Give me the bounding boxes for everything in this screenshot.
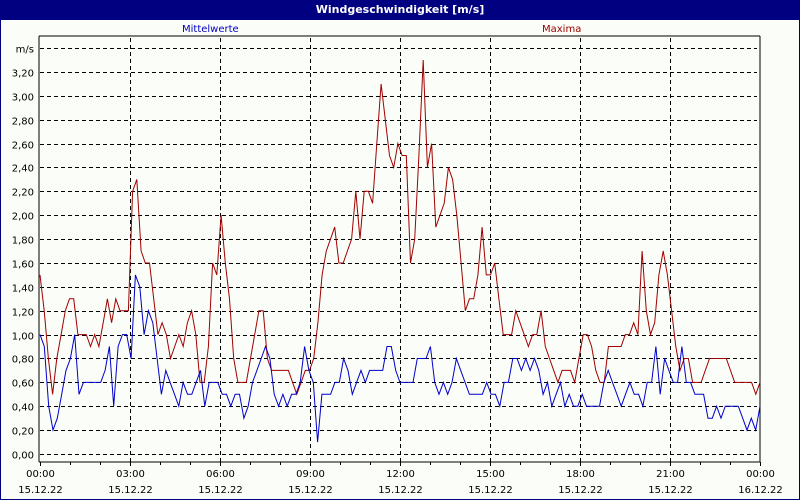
chart-title: Windgeschwindigkeit [m/s] (0, 0, 800, 20)
svg-text:m/s: m/s (16, 45, 34, 56)
svg-text:09:00: 09:00 (296, 469, 325, 480)
series-maxima-line (39, 59, 761, 396)
svg-text:15:00: 15:00 (476, 469, 505, 480)
svg-text:0,20: 0,20 (12, 427, 34, 438)
series-mittelwerte-line (39, 274, 761, 443)
svg-text:16.12.22: 16.12.22 (738, 485, 783, 496)
svg-text:2,60: 2,60 (12, 141, 34, 152)
svg-text:03:00: 03:00 (116, 469, 145, 480)
svg-text:00:00: 00:00 (26, 469, 55, 480)
svg-text:15.12.22: 15.12.22 (108, 485, 153, 496)
svg-text:21:00: 21:00 (656, 469, 685, 480)
svg-text:0,80: 0,80 (12, 355, 34, 366)
grid-lines (40, 38, 757, 462)
svg-text:2,40: 2,40 (12, 164, 34, 175)
svg-text:2,80: 2,80 (12, 117, 34, 128)
x-axis-labels: 00:00 15.12.22 03:00 15.12.22 06:00 15.12.22 0… (18, 469, 783, 496)
svg-text:3,20: 3,20 (12, 69, 34, 80)
axes (38, 35, 761, 466)
svg-text:12:00: 12:00 (386, 469, 415, 480)
svg-text:15.12.22: 15.12.22 (198, 485, 243, 496)
svg-text:1,80: 1,80 (12, 236, 34, 247)
svg-text:3,00: 3,00 (12, 93, 34, 104)
svg-text:1,60: 1,60 (12, 260, 34, 271)
svg-text:0,60: 0,60 (12, 379, 34, 390)
svg-text:15.12.22: 15.12.22 (378, 485, 423, 496)
svg-text:15.12.22: 15.12.22 (558, 485, 603, 496)
legend-maxima: Maxima (542, 24, 582, 35)
svg-text:00:00: 00:00 (746, 469, 775, 480)
svg-text:2,20: 2,20 (12, 188, 34, 199)
svg-text:15.12.22: 15.12.22 (288, 485, 333, 496)
svg-text:06:00: 06:00 (206, 469, 235, 480)
svg-text:1,00: 1,00 (12, 332, 34, 343)
svg-text:15.12.22: 15.12.22 (468, 485, 513, 496)
svg-text:15.12.22: 15.12.22 (18, 485, 63, 496)
svg-text:1,40: 1,40 (12, 284, 34, 295)
svg-text:0,40: 0,40 (12, 403, 34, 414)
legend-mittelwerte: Mittelwerte (182, 24, 239, 35)
y-axis-labels: 0,00 0,20 0,40 0,60 0,80 1,00 1,20 1,40 1,60 1,80… (12, 45, 34, 462)
svg-text:15.12.22: 15.12.22 (648, 485, 693, 496)
svg-text:18:00: 18:00 (566, 469, 595, 480)
svg-text:1,20: 1,20 (12, 308, 34, 319)
svg-text:0,00: 0,00 (12, 451, 34, 462)
svg-text:2,00: 2,00 (12, 212, 34, 223)
